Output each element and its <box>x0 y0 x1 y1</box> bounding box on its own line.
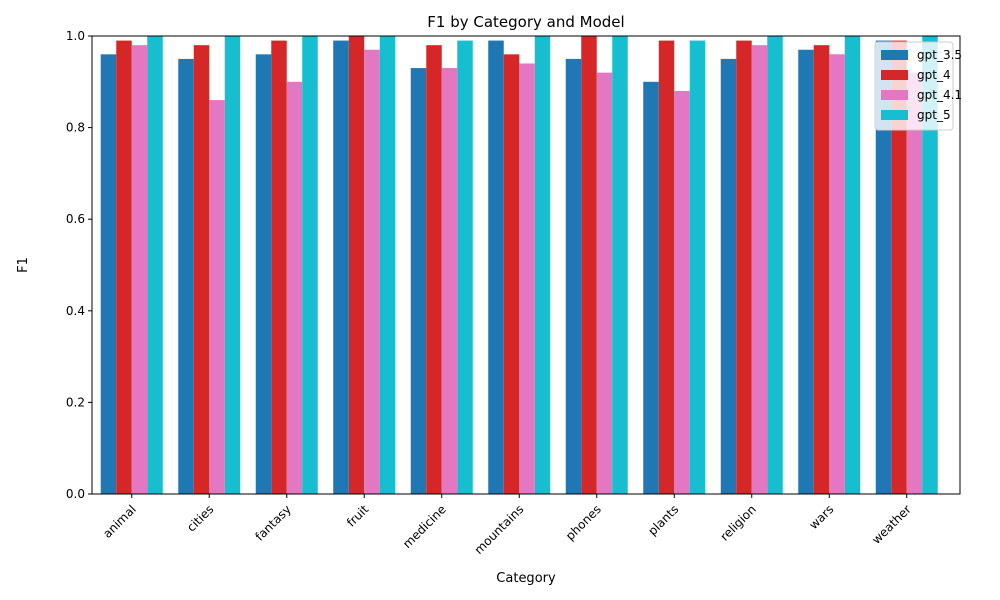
y-tick-label: 0.4 <box>66 304 85 318</box>
bar-weather-gpt_5 <box>922 36 938 494</box>
bar-fruit-gpt_3.5 <box>333 40 349 495</box>
bar-animal-gpt_3.5 <box>100 54 117 494</box>
plot-frame <box>91 35 961 495</box>
y-tick-label: 1.0 <box>66 29 85 43</box>
bar-animal-gpt_5 <box>147 36 163 494</box>
legend-box <box>874 41 954 131</box>
bar-fruit-gpt_5 <box>379 36 396 494</box>
x-axis-title: Category <box>496 571 556 586</box>
bar-cities-gpt_3.5 <box>178 58 194 495</box>
bar-wars-gpt_5 <box>844 36 861 494</box>
bar-phones-gpt_4 <box>581 36 597 494</box>
bar-wars-gpt_4.1 <box>829 54 845 494</box>
bar-wars-gpt_4 <box>813 45 830 494</box>
bar-cities-gpt_5 <box>224 36 241 494</box>
bar-fantasy-gpt_4.1 <box>286 81 303 495</box>
bar-fruit-gpt_4.1 <box>364 49 380 495</box>
bar-fantasy-gpt_5 <box>302 36 318 494</box>
bar-animal-gpt_4 <box>116 40 132 495</box>
y-tick-label: 0.2 <box>66 395 85 409</box>
bar-medicine-gpt_3.5 <box>410 68 427 494</box>
bar-medicine-gpt_5 <box>457 40 473 495</box>
bar-weather-gpt_4 <box>891 40 907 495</box>
bar-cities-gpt_4 <box>193 45 210 494</box>
legend-label-gpt_4: gpt_4 <box>917 68 951 82</box>
bar-phones-gpt_5 <box>612 36 628 494</box>
legend-label-gpt_5: gpt_5 <box>917 108 951 122</box>
bar-weather-gpt_4.1 <box>906 72 923 494</box>
bar-plants-gpt_5 <box>689 40 706 495</box>
bar-plants-gpt_4.1 <box>674 90 690 495</box>
bar-plants-gpt_3.5 <box>643 81 659 495</box>
legend: gpt_3.5 gpt_4 gpt_4.1 gpt_5 <box>874 41 962 131</box>
bar-fantasy-gpt_4 <box>271 40 287 495</box>
bar-phones-gpt_3.5 <box>565 58 582 495</box>
bar-mountains-gpt_3.5 <box>488 40 504 495</box>
legend-swatch-gpt_4.1 <box>881 90 908 100</box>
bar-religion-gpt_4.1 <box>751 45 768 494</box>
y-tick-label: 0.8 <box>66 121 85 135</box>
bar-plants-gpt_4 <box>658 40 675 495</box>
bar-religion-gpt_5 <box>767 36 783 494</box>
bar-religion-gpt_3.5 <box>720 58 737 495</box>
legend-swatch-gpt_4 <box>881 70 908 80</box>
y-axis-title: F1 <box>16 257 31 273</box>
bar-medicine-gpt_4.1 <box>441 68 458 494</box>
y-tick-label: 0.6 <box>66 212 85 226</box>
bar-mountains-gpt_5 <box>534 36 551 494</box>
bar-wars-gpt_3.5 <box>798 49 814 495</box>
legend-swatch-gpt_3.5 <box>881 50 908 60</box>
bar-cities-gpt_4.1 <box>209 100 225 495</box>
bar-weather-gpt_3.5 <box>875 40 892 495</box>
bar-fruit-gpt_4 <box>348 36 365 494</box>
bar-religion-gpt_4 <box>736 40 752 495</box>
bar-medicine-gpt_4 <box>426 45 442 494</box>
bars-group <box>100 36 938 495</box>
y-axis: 0.0 0.2 0.4 0.6 0.8 1.0 <box>66 29 92 501</box>
bar-mountains-gpt_4.1 <box>519 63 535 494</box>
legend-label-gpt_3.5: gpt_3.5 <box>917 48 962 62</box>
legend-label-gpt_4.1: gpt_4.1 <box>917 88 962 102</box>
bar-phones-gpt_4.1 <box>596 72 613 494</box>
y-tick-label: 0.0 <box>66 487 85 501</box>
legend-swatch-gpt_5 <box>881 110 908 120</box>
bar-mountains-gpt_4 <box>503 54 520 494</box>
bar-animal-gpt_4.1 <box>131 45 148 494</box>
chart-title: F1 by Category and Model <box>427 13 624 31</box>
bar-fantasy-gpt_3.5 <box>255 54 272 494</box>
